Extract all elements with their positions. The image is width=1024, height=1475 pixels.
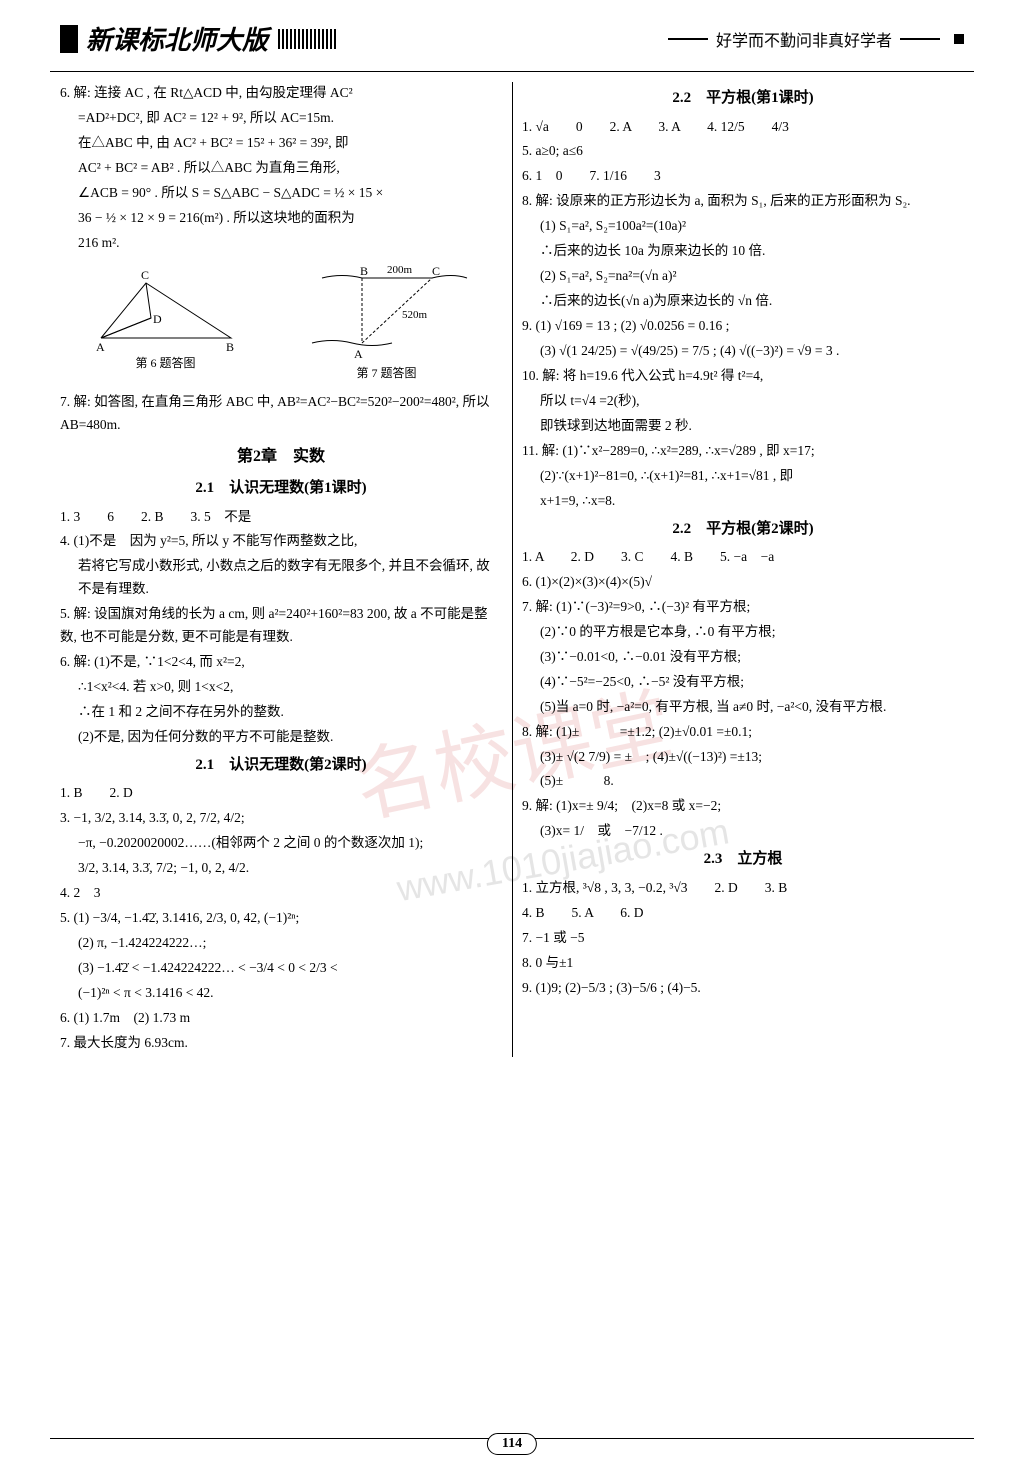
triangle-diagram-icon: A B C D bbox=[91, 263, 241, 353]
top-rule bbox=[50, 71, 974, 72]
problem-6-line: 36 − ½ × 12 × 9 = 216(m²) . 所以这块地的面积为 bbox=[60, 207, 502, 230]
diagram-7-caption: 第 7 题答图 bbox=[302, 363, 472, 383]
problem-6-line: ∴在 1 和 2 之间不存在另外的整数. bbox=[60, 701, 502, 724]
answer-row: 4. 2 3 bbox=[60, 882, 502, 905]
answer-row: 9. (1)9; (2)−5/3 ; (3)−5/6 ; (4)−5. bbox=[522, 977, 964, 1000]
answer-row: 1. 立方根, ³√8 , 3, 3, −0.2, ³√3 2. D 3. B bbox=[522, 877, 964, 900]
problem-5-line: (3) −1.4̇2̇ < −1.424224222… < −3/4 < 0 <… bbox=[60, 957, 502, 980]
svg-text:A: A bbox=[354, 347, 363, 361]
decor-stripes-icon bbox=[278, 29, 338, 49]
section-2-1-2-title: 2.1 认识无理数(第2课时) bbox=[60, 753, 502, 779]
problem-4-line: 若将它写成小数形式, 小数点之后的数字有无限多个, 并且不会循环, 故不是有理数… bbox=[60, 555, 502, 601]
problem-8-line: ∴后来的边长 10a 为原来边长的 10 倍. bbox=[522, 240, 964, 263]
answer-row: 8. 0 与±1 bbox=[522, 952, 964, 975]
problem-8-line: 8. 解: (1)± =±1.2; (2)±√0.01 =±0.1; bbox=[522, 721, 964, 744]
svg-text:D: D bbox=[153, 312, 162, 326]
problem-6-line: 在△ABC 中, 由 AC² + BC² = 15² + 36² = 39², … bbox=[60, 132, 502, 155]
problem-9-line: (3)x= 1/ 或 −7/12 . bbox=[522, 820, 964, 843]
chapter-2-title: 第2章 实数 bbox=[60, 443, 502, 470]
problem-8-line: (5)± 8. bbox=[522, 770, 964, 793]
diagram-6-caption: 第 6 题答图 bbox=[91, 353, 241, 373]
left-column: 6. 解: 连接 AC , 在 Rt△ACD 中, 由勾股定理得 AC² =AD… bbox=[50, 82, 512, 1057]
content-area: 6. 解: 连接 AC , 在 Rt△ACD 中, 由勾股定理得 AC² =AD… bbox=[0, 82, 1024, 1057]
svg-text:200m: 200m bbox=[387, 264, 413, 276]
problem-11-line: x+1=9, ∴x=8. bbox=[522, 490, 964, 513]
problem-11-line: (2)∵(x+1)²−81=0, ∴(x+1)²=81, ∴x+1=√81 , … bbox=[522, 465, 964, 488]
diagram-6: A B C D 第 6 题答图 bbox=[91, 263, 241, 383]
svg-text:520m: 520m bbox=[402, 309, 428, 321]
problem-7: 7. 解: 如答图, 在直角三角形 ABC 中, AB²=AC²−BC²=520… bbox=[60, 391, 502, 437]
header-motto: 好学而不勤问非真好学者 bbox=[716, 27, 892, 51]
problem-8-line: 8. 解: 设原来的正方形边长为 a, 面积为 S₁, 后来的正方形面积为 S₂… bbox=[522, 190, 964, 213]
problem-7-line: (3)∵−0.01<0, ∴−0.01 没有平方根; bbox=[522, 646, 964, 669]
svg-text:C: C bbox=[432, 264, 440, 278]
answer-row: 1. A 2. D 3. C 4. B 5. −a −a bbox=[522, 546, 964, 569]
problem-7-line: (4)∵−5²=−25<0, ∴−5² 没有平方根; bbox=[522, 671, 964, 694]
decor-block-icon bbox=[60, 25, 78, 53]
problem-6-line: ∴1<x²<4. 若 x>0, 则 1<x<2, bbox=[60, 676, 502, 699]
answer-row: 5. a≥0; a≤6 bbox=[522, 140, 964, 163]
svg-text:A: A bbox=[96, 340, 105, 353]
problem-6-line: 216 m². bbox=[60, 232, 502, 255]
problem-5: 5. 解: 设国旗对角线的长为 a cm, 则 a²=240²+160²=83 … bbox=[60, 603, 502, 649]
svg-text:B: B bbox=[360, 264, 368, 278]
problem-7-line: (2)∵0 的平方根是它本身, ∴0 有平方根; bbox=[522, 621, 964, 644]
problem-5-line: 5. (1) −3/4, −1.4̇2̇, 3.1416, 2/3, 0, 42… bbox=[60, 907, 502, 930]
problem-3-line: 3. −1, 3/2, 3.14, 3.3̇, 0, 2, 7/2, 4/2; bbox=[60, 807, 502, 830]
problem-10-line: 10. 解: 将 h=19.6 代入公式 h=4.9t² 得 t²=4, bbox=[522, 365, 964, 388]
answer-row: 1. √a 0 2. A 3. A 4. 12/5 4/3 bbox=[522, 116, 964, 139]
problem-6-line: ∠ACB = 90° . 所以 S = S△ABC − S△ADC = ½ × … bbox=[60, 182, 502, 205]
answer-row: 4. B 5. A 6. D bbox=[522, 902, 964, 925]
problem-6-line: (2)不是, 因为任何分数的平方不可能是整数. bbox=[60, 726, 502, 749]
problem-9-line: 9. 解: (1)x=± 9/4; (2)x=8 或 x=−2; bbox=[522, 795, 964, 818]
answer-row: 1. B 2. D bbox=[60, 782, 502, 805]
answer-row: 7. −1 或 −5 bbox=[522, 927, 964, 950]
problem-8-line: (2) S₁=a², S₂=na²=(√n a)² bbox=[522, 265, 964, 288]
problem-5-line: (−1)²ⁿ < π < 3.1416 < 42. bbox=[60, 982, 502, 1005]
svg-text:C: C bbox=[141, 268, 149, 282]
problem-6-line: =AD²+DC², 即 AC² = 12² + 9², 所以 AC=15m. bbox=[60, 107, 502, 130]
header-right: 好学而不勤问非真好学者 bbox=[660, 27, 964, 51]
diagram-7: B C 200m A 520m 第 7 题答图 bbox=[302, 263, 472, 383]
answer-row: 6. (1)×(2)×(3)×(4)×(5)√ bbox=[522, 571, 964, 594]
page-header: 新课标北师大版 好学而不勤问非真好学者 bbox=[0, 0, 1024, 67]
problem-4-line: 4. (1)不是 因为 y²=5, 所以 y 不能写作两整数之比, bbox=[60, 530, 502, 553]
problem-6-line: 6. 解: 连接 AC , 在 Rt△ACD 中, 由勾股定理得 AC² bbox=[60, 82, 502, 105]
problem-8-line: (3)± √(2 7/9) = ± ; (4)±√((−13)²) =±13; bbox=[522, 746, 964, 769]
problem-7: 7. 最大长度为 6.93cm. bbox=[60, 1032, 502, 1055]
problem-9-line: (3) √(1 24/25) = √(49/25) = 7/5 ; (4) √(… bbox=[522, 340, 964, 363]
answer-row: 6. 1 0 7. 1/16 3 bbox=[522, 165, 964, 188]
section-2-2-1-title: 2.2 平方根(第1课时) bbox=[522, 86, 964, 112]
section-2-2-2-title: 2.2 平方根(第2课时) bbox=[522, 517, 964, 543]
answer-row: 1. 3 6 2. B 3. 5 不是 bbox=[60, 506, 502, 529]
problem-9-line: 9. (1) √169 = 13 ; (2) √0.0256 = 0.16 ; bbox=[522, 315, 964, 338]
problem-11-line: 11. 解: (1)∵x²−289=0, ∴x²=289, ∴x=√289 , … bbox=[522, 440, 964, 463]
problem-8-line: ∴后来的边长(√n a)为原来边长的 √n 倍. bbox=[522, 290, 964, 313]
problem-5-line: (2) π, −1.424224222…; bbox=[60, 932, 502, 955]
problem-7-line: 7. 解: (1)∵(−3)²=9>0, ∴(−3)² 有平方根; bbox=[522, 596, 964, 619]
river-diagram-icon: B C 200m A 520m bbox=[302, 263, 472, 363]
dash-icon bbox=[900, 38, 940, 40]
dash-icon bbox=[668, 38, 708, 40]
problem-8-line: (1) S₁=a², S₂=100a²=(10a)² bbox=[522, 215, 964, 238]
problem-3-line: −π, −0.2020020002……(相邻两个 2 之间 0 的个数逐次加 1… bbox=[60, 832, 502, 855]
problem-10-line: 即铁球到达地面需要 2 秒. bbox=[522, 415, 964, 438]
svg-text:B: B bbox=[226, 340, 234, 353]
problem-3-line: 3/2, 3.14, 3.3̇, 7/2; −1, 0, 2, 4/2. bbox=[60, 857, 502, 880]
textbook-title: 新课标北师大版 bbox=[86, 20, 268, 57]
problem-6: 6. (1) 1.7m (2) 1.73 m bbox=[60, 1007, 502, 1030]
page-number: 114 bbox=[487, 1433, 537, 1455]
square-icon bbox=[954, 34, 964, 44]
column-divider bbox=[512, 82, 513, 1057]
header-left: 新课标北师大版 bbox=[60, 20, 338, 57]
problem-6-line: AC² + BC² = AB² . 所以△ABC 为直角三角形, bbox=[60, 157, 502, 180]
section-2-1-1-title: 2.1 认识无理数(第1课时) bbox=[60, 476, 502, 502]
section-2-3-title: 2.3 立方根 bbox=[522, 847, 964, 873]
problem-7-line: (5)当 a=0 时, −a²=0, 有平方根, 当 a≠0 时, −a²<0,… bbox=[522, 696, 964, 719]
diagram-row: A B C D 第 6 题答图 B C 200m A 520m bbox=[60, 263, 502, 383]
right-column: 2.2 平方根(第1课时) 1. √a 0 2. A 3. A 4. 12/5 … bbox=[512, 82, 974, 1057]
problem-6-line: 6. 解: (1)不是, ∵1<2<4, 而 x²=2, bbox=[60, 651, 502, 674]
problem-10-line: 所以 t=√4 =2(秒), bbox=[522, 390, 964, 413]
